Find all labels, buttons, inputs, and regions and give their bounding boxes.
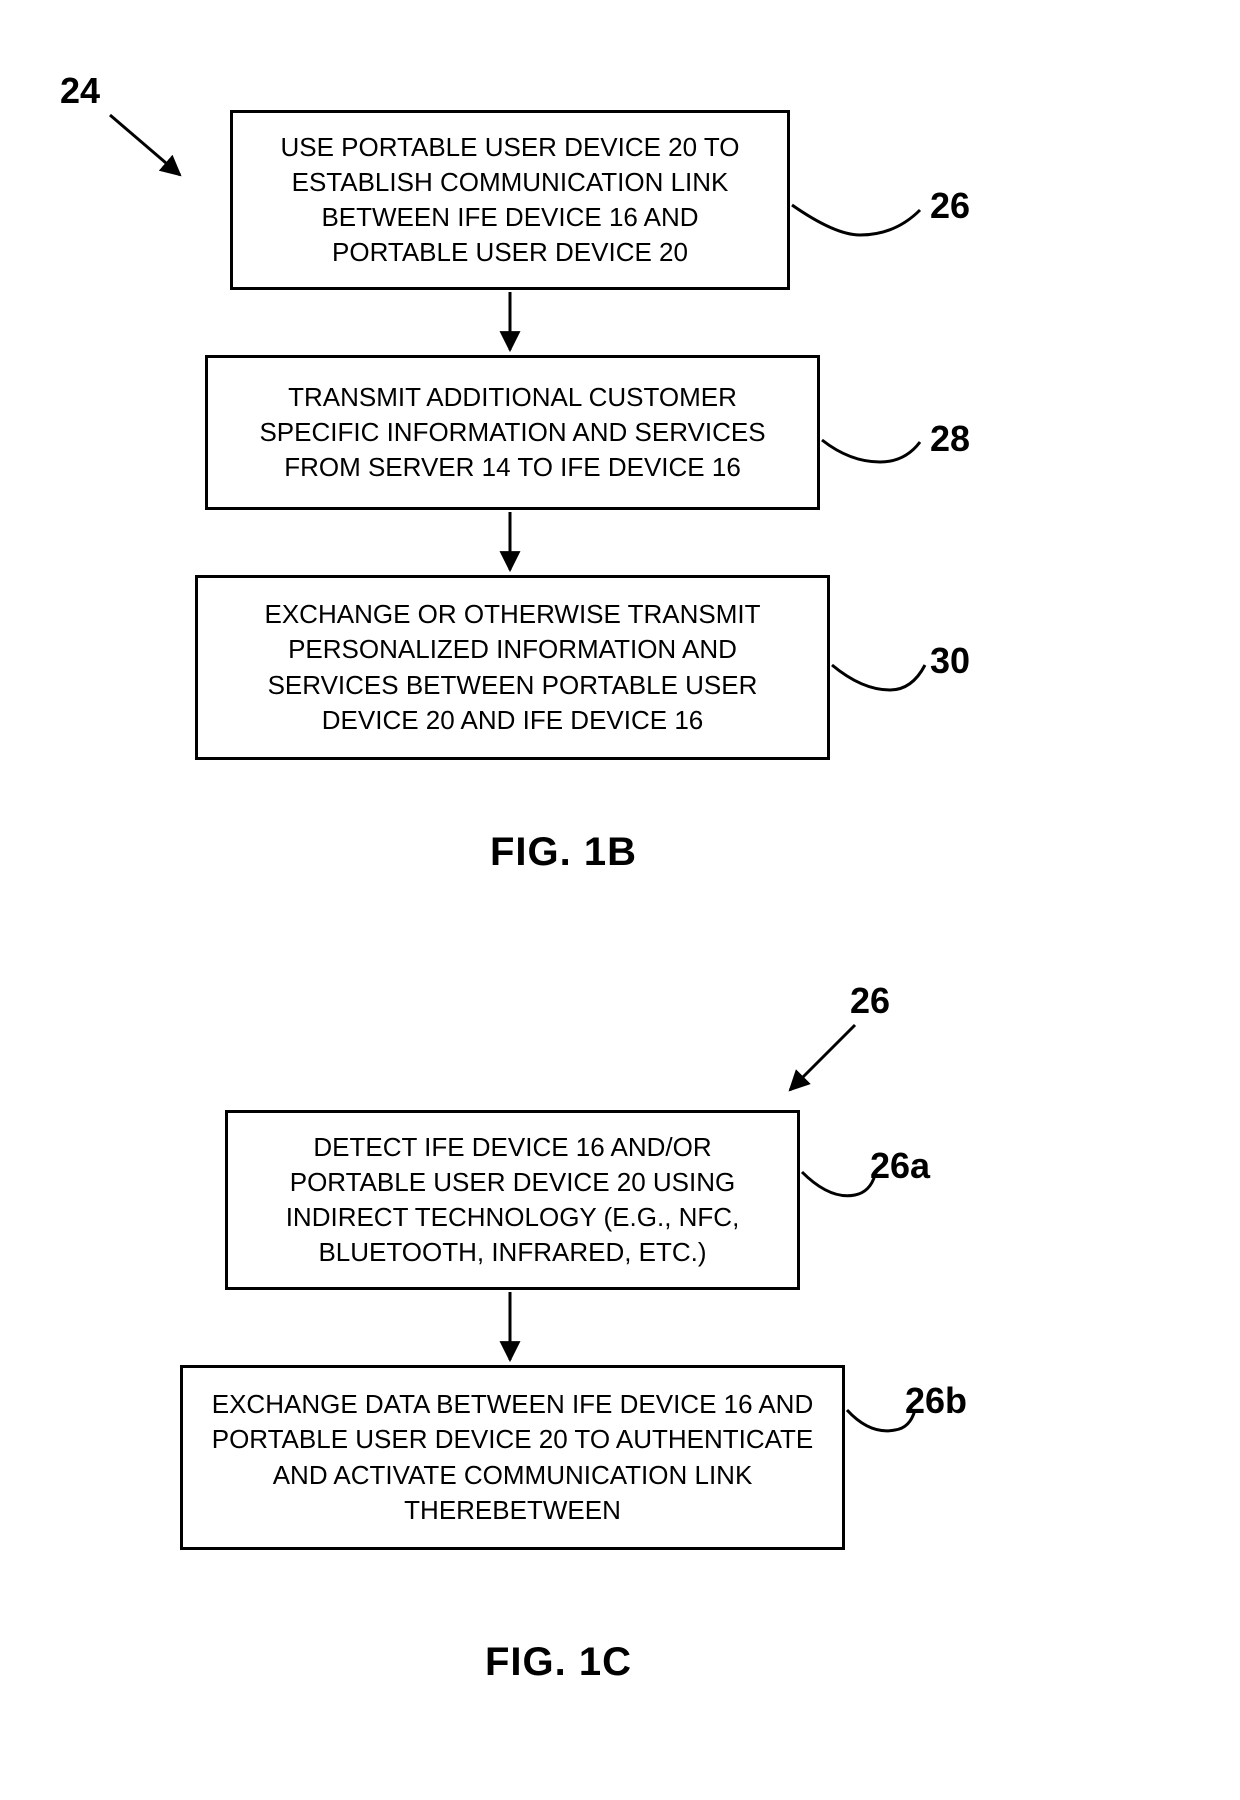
ref-label: 26 <box>930 185 970 227</box>
box-text: EXCHANGE OR OTHERWISE TRANSMIT PERSONALI… <box>220 597 805 737</box>
box-text: TRANSMIT ADDITIONAL CUSTOMER SPECIFIC IN… <box>230 380 795 485</box>
ref-label: 26 <box>850 980 890 1022</box>
box-text: DETECT IFE DEVICE 16 AND/OR PORTABLE USE… <box>250 1130 775 1270</box>
flow-box: USE PORTABLE USER DEVICE 20 TO ESTABLISH… <box>230 110 790 290</box>
ref-label: 26b <box>905 1380 967 1422</box>
ref-label: 30 <box>930 640 970 682</box>
ref-label: 26a <box>870 1145 930 1187</box>
flow-box: EXCHANGE OR OTHERWISE TRANSMIT PERSONALI… <box>195 575 830 760</box>
box-text: USE PORTABLE USER DEVICE 20 TO ESTABLISH… <box>255 130 765 270</box>
box-text: EXCHANGE DATA BETWEEN IFE DEVICE 16 AND … <box>205 1387 820 1527</box>
ref-label: 24 <box>60 70 100 112</box>
flow-box: TRANSMIT ADDITIONAL CUSTOMER SPECIFIC IN… <box>205 355 820 510</box>
ref-label: 28 <box>930 418 970 460</box>
figure-label: FIG. 1B <box>490 830 637 875</box>
flow-box: DETECT IFE DEVICE 16 AND/OR PORTABLE USE… <box>225 1110 800 1290</box>
figure-label: FIG. 1C <box>485 1640 632 1685</box>
flow-box: EXCHANGE DATA BETWEEN IFE DEVICE 16 AND … <box>180 1365 845 1550</box>
